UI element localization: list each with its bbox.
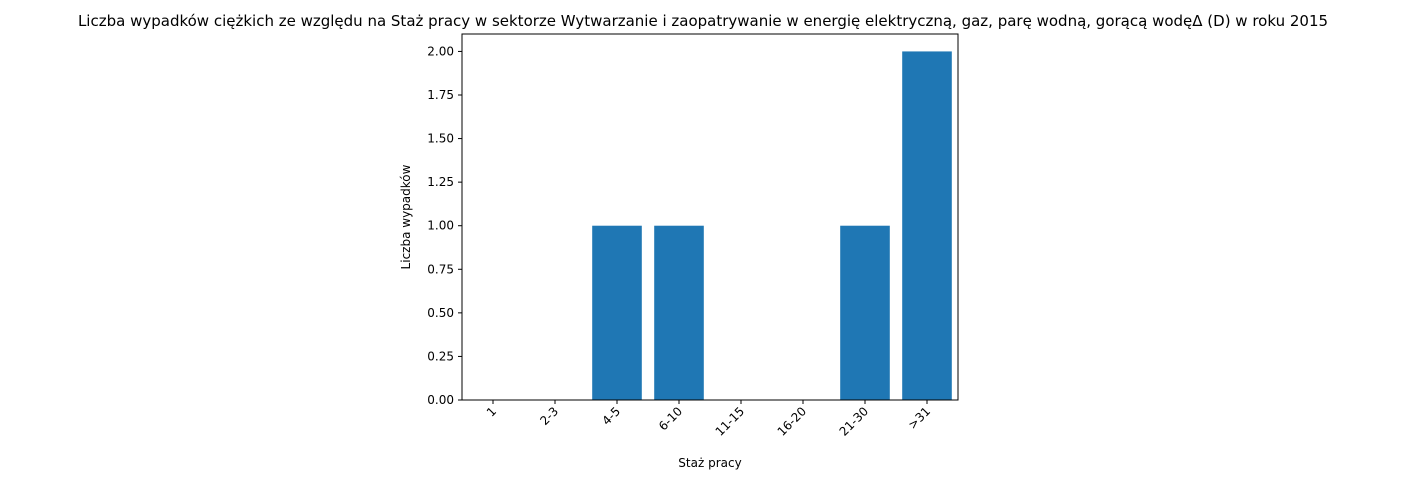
x-tick-label: 11-15 (713, 404, 748, 439)
chart-title: Liczba wypadków ciężkich ze względu na S… (78, 12, 1328, 30)
bar-3 (654, 225, 704, 400)
y-tick-label: 0.75 (427, 262, 454, 276)
y-tick-label: 1.00 (427, 219, 454, 233)
x-axis-ticks: 1 2-3 4-5 6-10 11-15 16-20 21-30 >31 (484, 400, 933, 439)
y-axis-ticks: 0.00 0.25 0.50 0.75 1.00 1.25 1.50 1.75 2.00 (427, 44, 462, 407)
x-tick-label: 16-20 (775, 404, 810, 439)
x-tick-label: 4-5 (599, 404, 623, 428)
y-axis-label: Liczba wypadków (399, 164, 413, 269)
plot-area-frame (461, 33, 959, 401)
x-tick-label: 2-3 (537, 404, 561, 428)
x-axis-label: Staż pracy (678, 456, 741, 470)
bar-7 (902, 51, 952, 401)
x-tick-label: 1 (484, 404, 499, 419)
y-tick-label: 2.00 (427, 44, 454, 58)
x-tick-label: 6-10 (656, 404, 685, 433)
y-tick-label: 1.25 (427, 175, 454, 189)
y-tick-label: 0.50 (427, 306, 454, 320)
y-tick-label: 0.25 (427, 349, 454, 363)
y-tick-label: 0.00 (427, 393, 454, 407)
bars-group (592, 51, 952, 401)
y-tick-label: 1.75 (427, 88, 454, 102)
bar-6 (840, 225, 890, 400)
x-tick-label: >31 (905, 404, 933, 432)
y-tick-label: 1.50 (427, 132, 454, 146)
x-tick-label: 21-30 (837, 404, 872, 439)
bar-2 (592, 225, 642, 400)
